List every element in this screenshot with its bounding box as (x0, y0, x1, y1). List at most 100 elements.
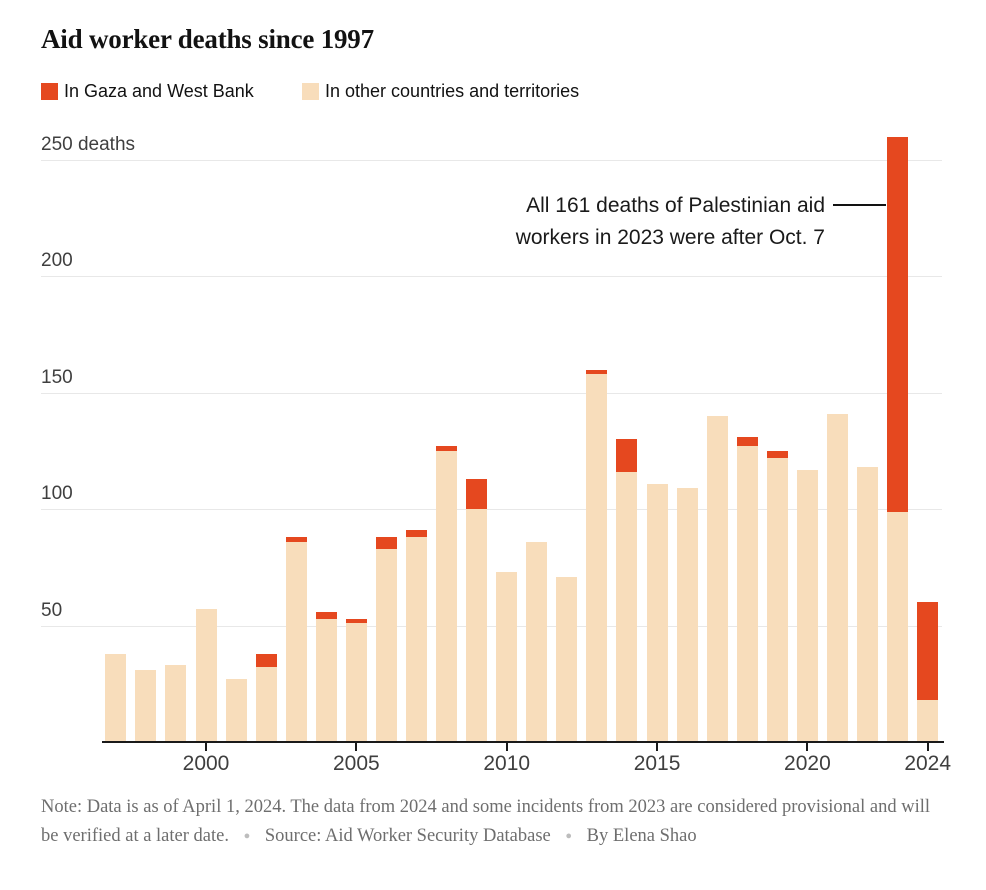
bar-segment-gaza-2023 (887, 136, 909, 512)
bar-segment-gaza-2024 (917, 602, 939, 701)
bar-2008 (436, 446, 458, 742)
x-axis-label-2005: 2005 (333, 752, 380, 775)
annotation-2023: All 161 deaths of Palestinian aid worker… (516, 190, 825, 254)
legend-swatch-gaza-icon (41, 82, 58, 100)
bar-segment-other-2014 (616, 471, 638, 742)
gridline-100 (41, 509, 942, 511)
x-axis-tick-2015 (656, 743, 659, 751)
bar-2022 (857, 467, 879, 742)
bar-segment-other-2008 (436, 450, 458, 742)
chart-title: Aid worker deaths since 1997 (41, 24, 374, 54)
footer: Note: Data is as of April 1, 2024. The d… (41, 793, 947, 851)
bar-segment-other-2019 (766, 457, 788, 742)
bar-segment-gaza-2004 (315, 611, 337, 619)
bar-segment-gaza-2005 (345, 618, 367, 624)
bar-segment-other-2020 (796, 469, 818, 742)
legend-label-other: In other countries and territories (325, 80, 580, 101)
bar-segment-other-2004 (315, 618, 337, 742)
bar-2020 (796, 469, 818, 742)
legend-item-gaza-west-bank: In Gaza and West Bank (41, 80, 254, 101)
bar-2006 (375, 537, 397, 742)
bar-segment-gaza-2009 (466, 478, 488, 510)
annotation-line-2: workers in 2023 were after Oct. 7 (515, 226, 825, 249)
gridline-150 (41, 392, 942, 394)
bar-segment-other-2023 (887, 511, 909, 742)
bar-2019 (766, 451, 788, 742)
bar-2021 (826, 413, 848, 742)
bar-segment-other-2003 (285, 541, 307, 742)
bar-segment-other-2024 (917, 700, 939, 742)
bar-segment-other-2012 (556, 576, 578, 742)
x-axis-tick-2000 (205, 743, 207, 751)
bar-segment-other-1997 (105, 653, 127, 742)
bar-2009 (466, 478, 488, 742)
x-axis-tick-2020 (806, 743, 809, 751)
bar-segment-other-1999 (165, 665, 187, 742)
bar-2014 (616, 439, 638, 742)
gridline-250 (41, 160, 942, 161)
bar-segment-gaza-2007 (406, 530, 427, 538)
bar-2015 (646, 483, 668, 742)
legend: In Gaza and West Bank In other countries… (0, 80, 986, 102)
bar-2011 (526, 541, 548, 742)
bar-segment-other-2022 (857, 467, 879, 742)
x-axis-label-2015: 2015 (633, 752, 681, 775)
bar-segment-other-2000 (195, 609, 217, 742)
bar-2001 (225, 679, 247, 742)
gridline-200 (41, 276, 942, 278)
x-axis-label-2000: 2000 (182, 752, 230, 775)
annotation-line-1: All 161 deaths of Palestinian aid (526, 194, 825, 217)
bar-segment-other-2010 (496, 572, 518, 742)
bar-segment-gaza-2006 (375, 537, 397, 549)
x-axis-label-2020: 2020 (784, 752, 831, 775)
bar-segment-gaza-2013 (586, 369, 608, 375)
legend-label-gaza: In Gaza and West Bank (64, 80, 254, 101)
y-axis-label-100: 100 (41, 483, 73, 505)
bar-2007 (406, 530, 427, 742)
bullet-separator-icon: ● (243, 830, 251, 842)
bar-segment-other-2016 (676, 488, 698, 742)
bar-2002 (255, 653, 277, 742)
bar-2018 (736, 437, 758, 742)
bar-segment-other-2005 (345, 623, 367, 742)
bar-2000 (195, 609, 217, 742)
bar-segment-other-2006 (375, 548, 397, 742)
bar-2012 (556, 576, 578, 742)
bar-segment-other-2013 (586, 374, 608, 742)
footer-note-text: Note: Data is as of April 1, 2024. The d… (41, 797, 931, 846)
bullet-separator-icon: ● (565, 830, 573, 842)
bar-2005 (345, 618, 367, 742)
y-axis-label-50: 50 (41, 599, 63, 621)
bar-segment-other-2018 (736, 446, 758, 742)
bar-1997 (105, 653, 127, 742)
annotation-connector-line (833, 204, 886, 206)
gridline-50 (41, 625, 942, 627)
bar-2013 (586, 369, 608, 742)
x-axis-tick-2005 (355, 743, 358, 751)
x-axis-label-2024: 2024 (904, 752, 952, 775)
bar-2003 (285, 537, 307, 742)
bar-segment-other-1998 (135, 669, 157, 742)
bar-segment-gaza-2018 (736, 437, 758, 447)
bar-1999 (165, 665, 187, 742)
bar-segment-other-2021 (826, 413, 848, 742)
bar-2010 (496, 572, 518, 742)
x-axis-tick-2024 (926, 743, 929, 751)
y-axis-label-200: 200 (41, 250, 73, 272)
bar-segment-other-2011 (526, 541, 548, 742)
bar-2017 (706, 416, 728, 742)
bar-segment-other-2017 (706, 416, 728, 742)
bar-2023 (887, 136, 909, 742)
bar-segment-gaza-2019 (766, 451, 788, 458)
bar-segment-gaza-2003 (285, 537, 307, 542)
bar-segment-other-2002 (255, 667, 277, 742)
legend-item-other-countries: In other countries and territories (302, 80, 580, 101)
bar-segment-other-2009 (466, 509, 488, 742)
bar-segment-other-2001 (225, 679, 247, 742)
bar-segment-gaza-2008 (436, 446, 458, 451)
bar-2004 (315, 611, 337, 742)
bar-segment-gaza-2002 (255, 653, 277, 668)
y-axis-label-150: 150 (41, 366, 73, 388)
y-axis-label-250: 250 deaths (41, 134, 136, 155)
bar-segment-other-2007 (406, 537, 427, 742)
